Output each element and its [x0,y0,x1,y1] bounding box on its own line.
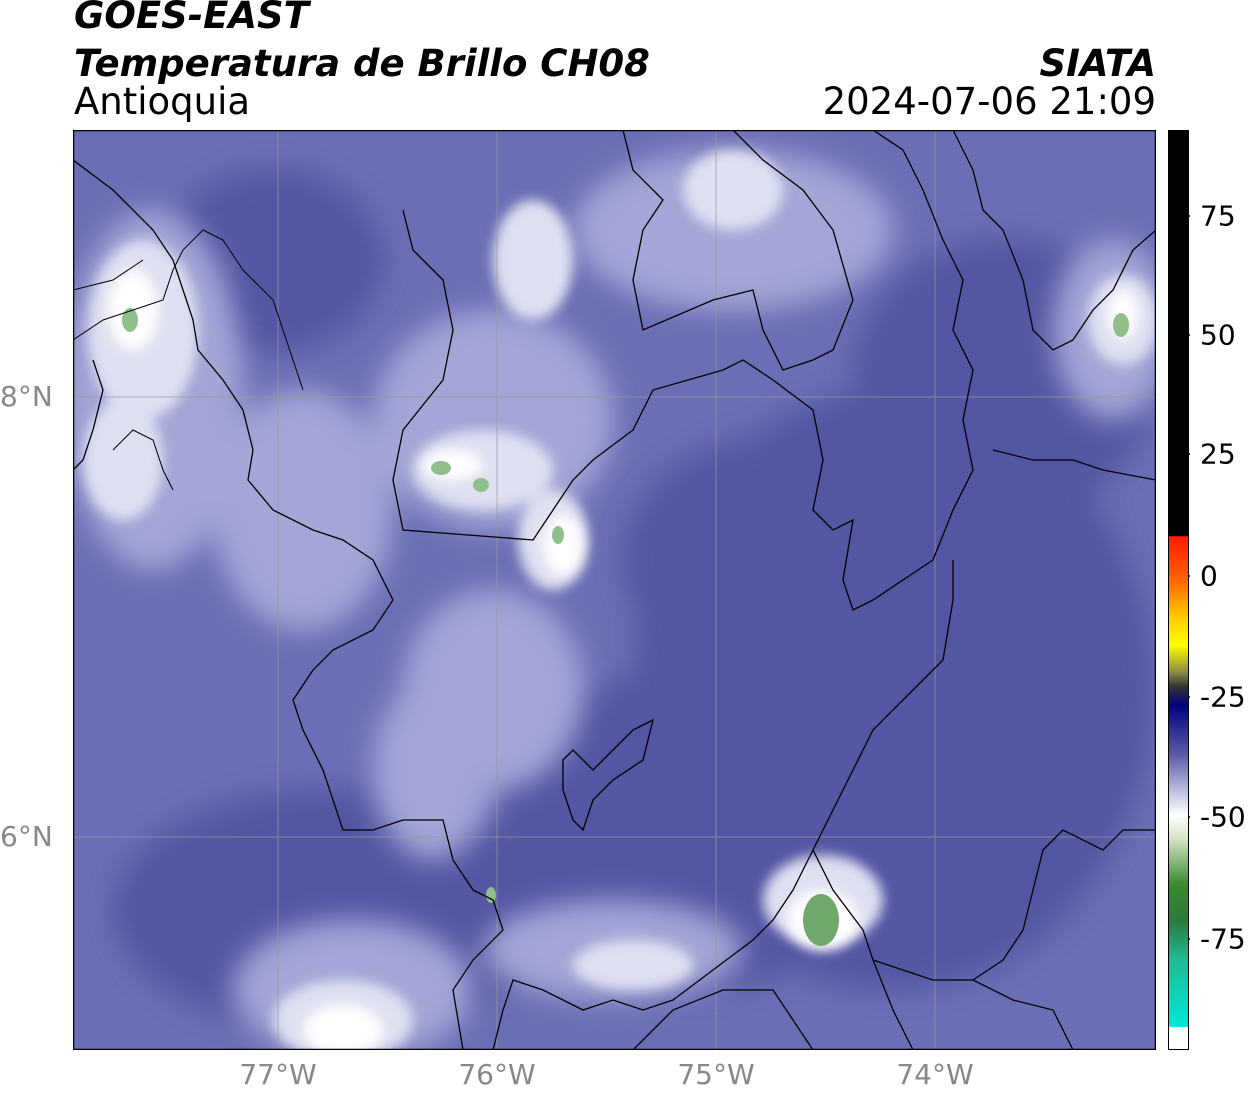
lat-label-8n: 8°N [0,380,53,413]
municipal-borders [73,130,1156,1050]
lon-label-76w: 76°W [458,1058,536,1091]
colorbar-tick-minus25: -25 [1200,680,1246,714]
colorbar-tick-25: 25 [1200,437,1236,471]
graticule [73,130,1156,1050]
organization-label: SIATA [1039,42,1156,85]
coldest-tops [122,308,1129,946]
datetime-label: 2024-07-06 21:09 [822,80,1156,123]
colorbar-tick-75: 75 [1200,199,1236,233]
satellite-title: GOES-EAST [74,0,309,37]
map-frame [73,130,1156,1050]
product-title: Temperatura de Brillo CH08 [74,42,650,85]
cold-cloud-field [113,170,1153,1030]
lat-label-6n: 6°N [0,820,53,853]
lon-label-75w: 75°W [677,1058,755,1091]
colorbar-tick-50: 50 [1200,318,1236,352]
lon-label-77w: 77°W [239,1058,317,1091]
lon-label-74w: 74°W [896,1058,974,1091]
brightness-temperature-map [73,130,1156,1050]
coastline [73,229,304,491]
colorbar-ramp [1168,130,1189,1050]
colorbar-tick-minus50: -50 [1200,800,1246,834]
colorbar-ticks [1189,215,1190,940]
colorbar-tick-minus75: -75 [1200,922,1246,956]
colorbar [1168,130,1190,1050]
region-label: Antioquia [74,80,251,123]
colorbar-tick-0: 0 [1200,559,1218,593]
